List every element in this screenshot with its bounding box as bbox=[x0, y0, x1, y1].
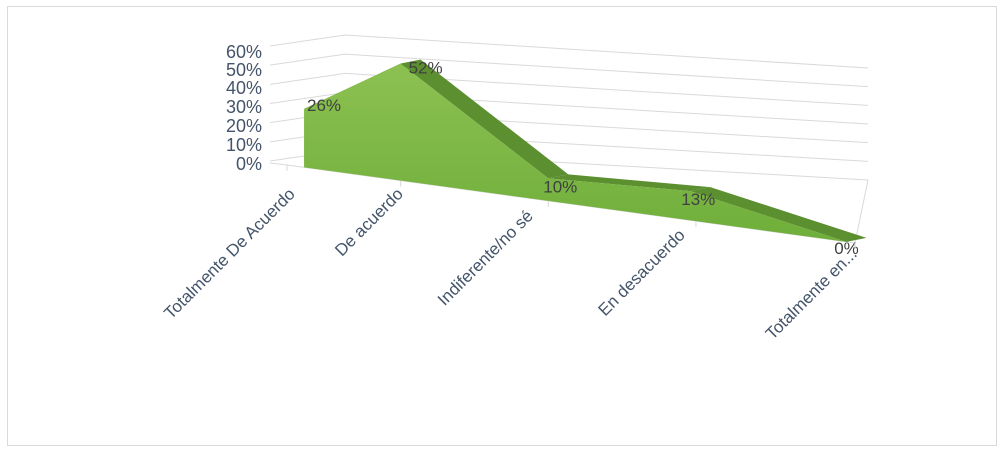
area-series bbox=[304, 63, 847, 242]
axis-edge bbox=[269, 162, 288, 166]
x-axis-line bbox=[286, 164, 856, 244]
y-tick-label: 40% bbox=[226, 78, 262, 98]
data-label: 13% bbox=[681, 190, 715, 209]
area-depth-face bbox=[690, 187, 867, 242]
gridline bbox=[269, 72, 869, 106]
gridline bbox=[269, 34, 869, 69]
y-tick-label: 10% bbox=[226, 135, 262, 155]
gridline bbox=[269, 53, 869, 88]
y-tick-label: 60% bbox=[226, 42, 262, 62]
area-depth-face bbox=[400, 59, 569, 179]
x-category-label: Indiferente/no sé bbox=[434, 206, 537, 309]
x-category-label: De acuerdo bbox=[331, 184, 407, 260]
data-label: 26% bbox=[307, 96, 341, 115]
chart-frame bbox=[7, 6, 997, 446]
area-depth-face bbox=[548, 174, 711, 192]
data-label: 0% bbox=[834, 239, 859, 258]
y-tick-label: 30% bbox=[226, 97, 262, 117]
axis-edge bbox=[854, 179, 869, 244]
data-label: 10% bbox=[543, 177, 577, 196]
y-tick-label: 20% bbox=[226, 116, 262, 136]
y-tick-label: 0% bbox=[236, 154, 262, 174]
y-tick-label: 50% bbox=[226, 60, 262, 80]
x-category-label: Totalmente en... bbox=[762, 244, 861, 343]
x-category-label: Totalmente De Acuerdo bbox=[160, 184, 298, 322]
x-category-label: En desacuerdo bbox=[595, 225, 689, 319]
data-label: 52% bbox=[409, 59, 443, 78]
